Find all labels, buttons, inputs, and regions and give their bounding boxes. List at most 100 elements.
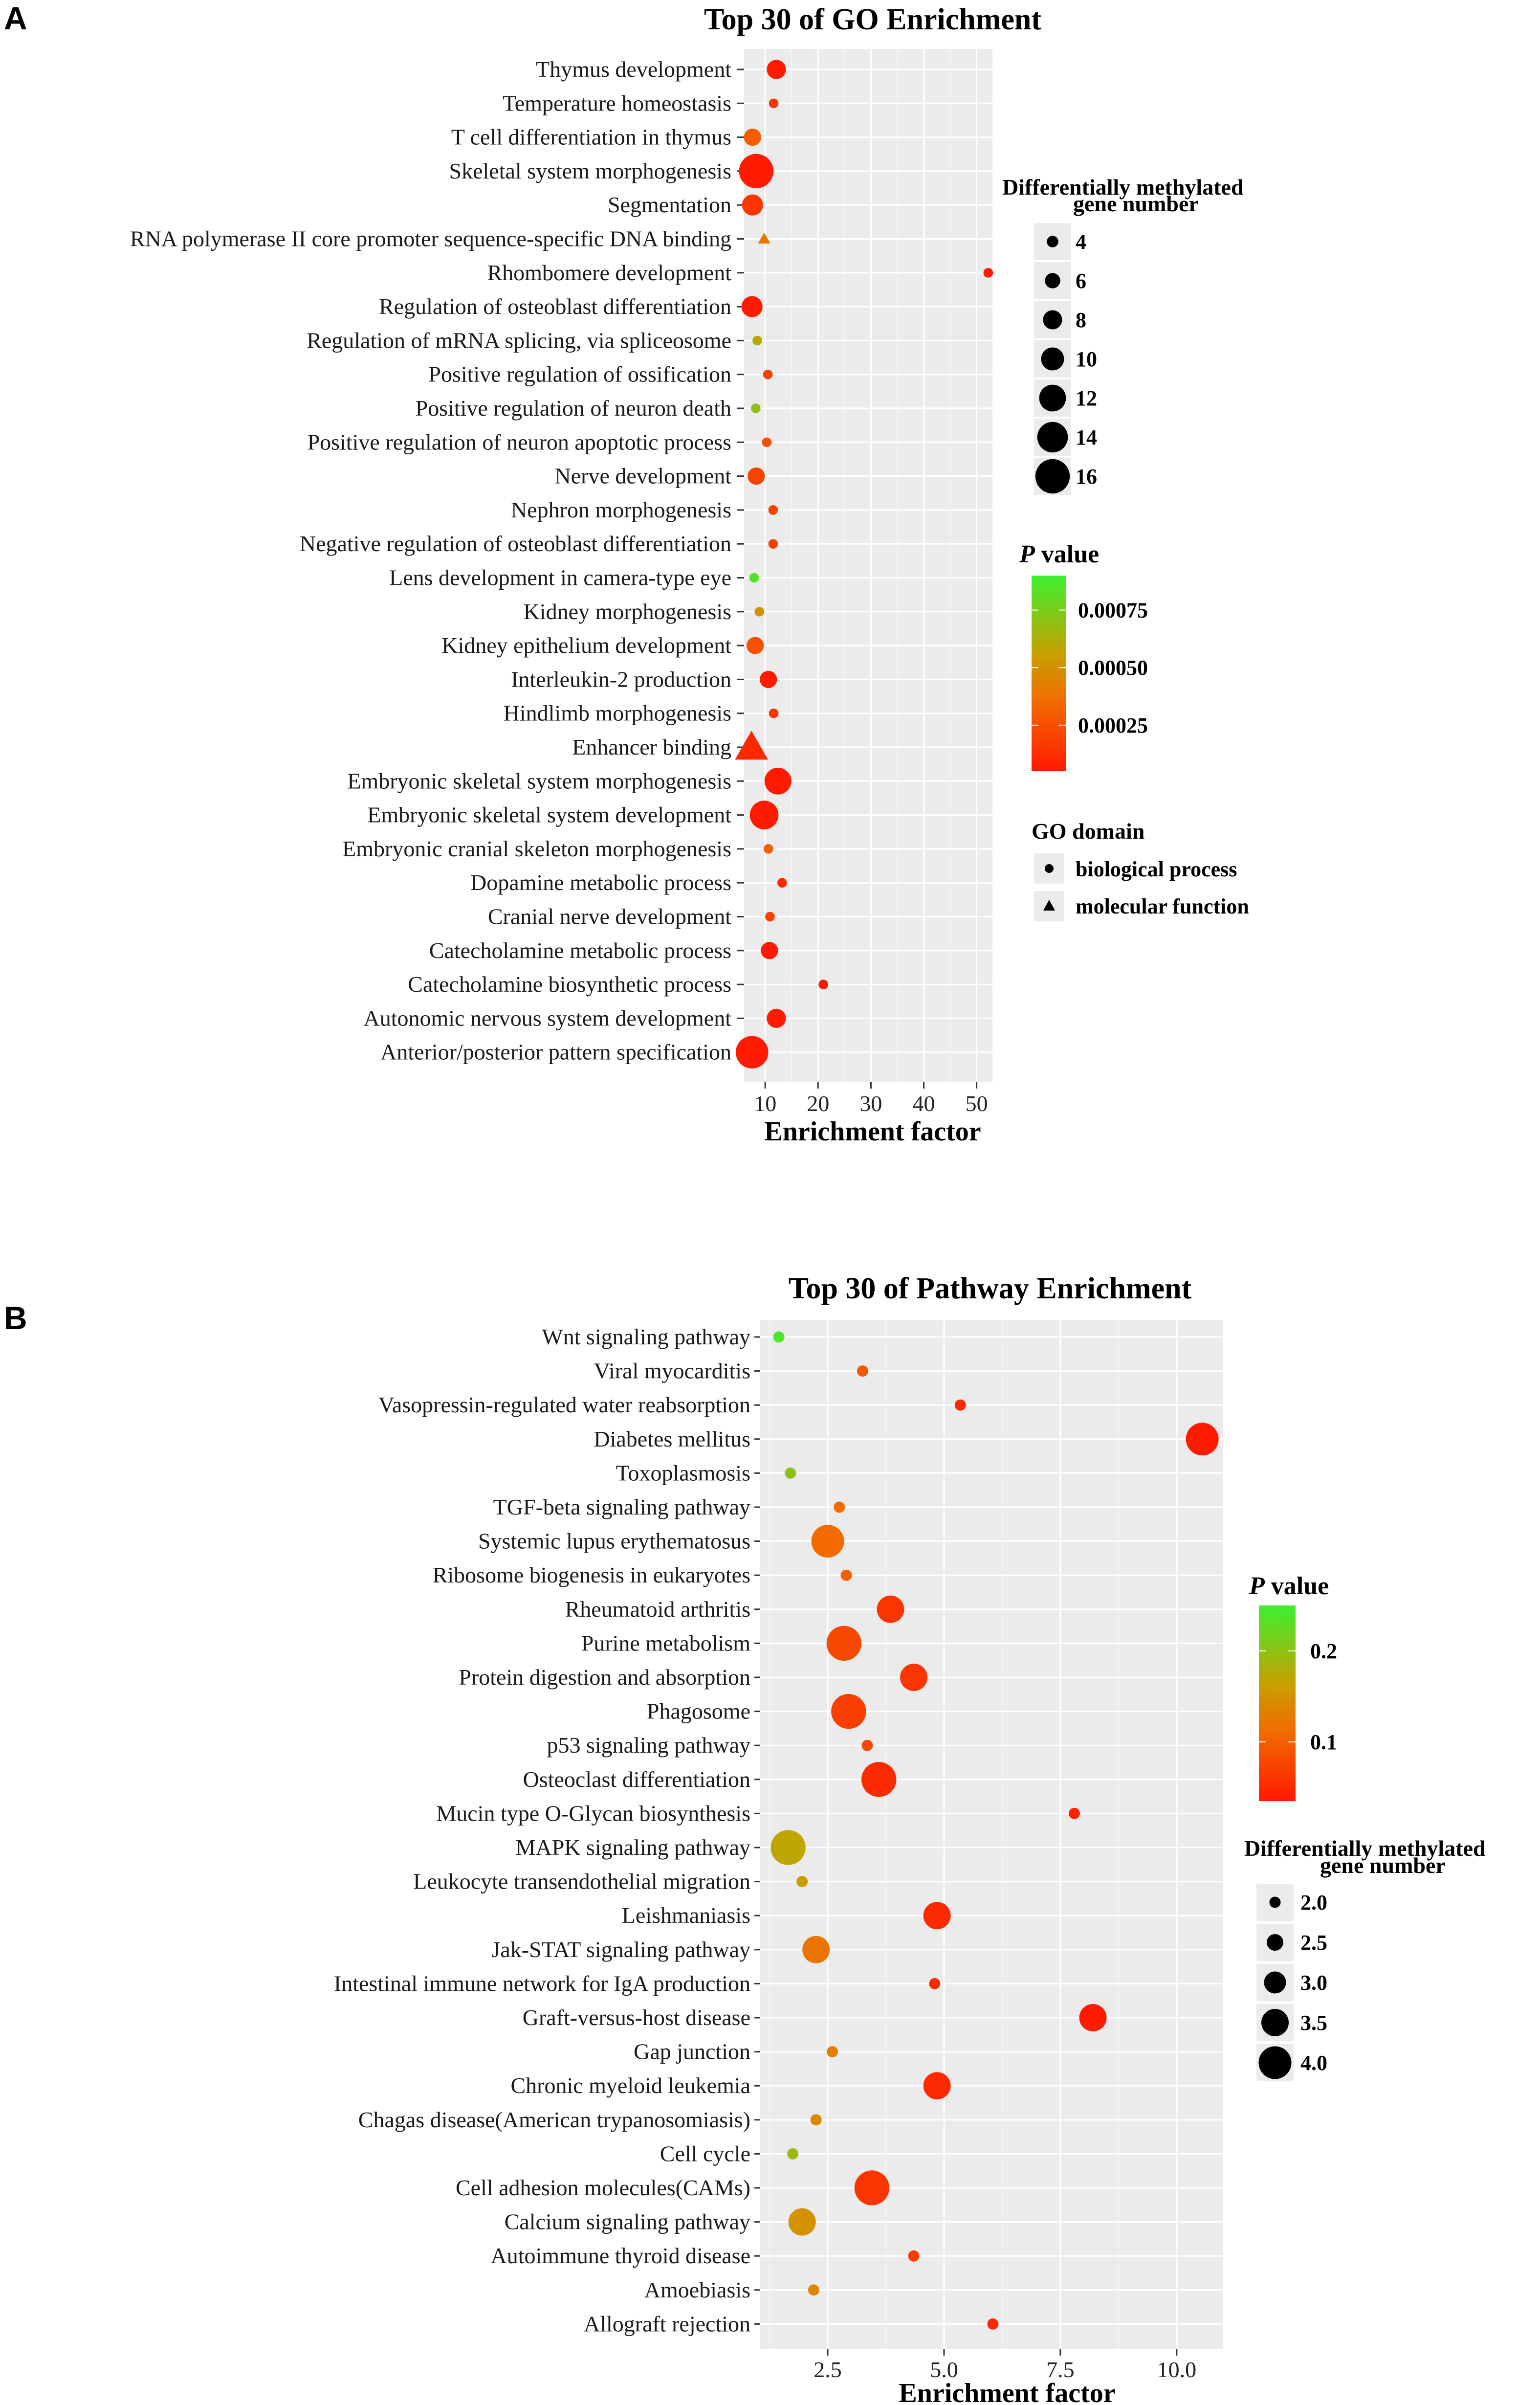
panel-a-ytick-label: Skeletal system morphogenesis [449,158,731,183]
panel-b-ytick-label: MAPK signaling pathway [516,1835,750,1860]
panel-a-ytick-label: Positive regulation of neuron death [416,396,731,421]
panel-a-point [768,539,778,549]
panel-a-xtick-label: 20 [807,1091,829,1116]
panel-a-point [983,267,993,278]
panel-a-point [777,878,787,888]
panel-a-y-ticks: Thymus development Temperature homeostasi… [130,57,744,1065]
panel-b-point [831,1693,866,1729]
panel-b-size-legend-title-line2: gene number [1320,1853,1446,1878]
panel-a-point [749,573,759,583]
panel-b-y-ticks: Wnt signaling pathway Viral myocarditis Va… [334,1324,760,2336]
panel-a-ytick-label: Positive regulation of neuron apoptotic … [308,429,731,454]
panel-b-size-legend-label: 2.5 [1300,1931,1327,1955]
panel-a-point [742,194,763,216]
panel-a-size-legend-dot [1037,422,1068,453]
panel-a-point [769,98,779,109]
panel-b-ytick-label: Diabetes mellitus [594,1426,750,1451]
panel-b-xtick-label: 10.0 [1157,2357,1197,2382]
panel-a-colorbar-label: 0.00050 [1078,656,1148,680]
panel-a-size-legend-dot [1041,347,1064,371]
panel-b-size-legend-dot [1261,2009,1289,2036]
panel-b-color-legend-title-rest: value [1265,1572,1329,1600]
panel-b-x-axis-title: Enrichment factor [899,2378,1115,2405]
panel-b-ytick-label: Cell adhesion molecules(CAMs) [456,2175,750,2200]
panel-a-ytick-label: Rhombomere development [487,260,732,285]
panel-b-point [1186,1423,1219,1456]
panel-a-ytick-label: T cell differentiation in thymus [451,125,731,150]
panel-a-x-axis-title: Enrichment factor [764,1116,981,1147]
panel-b-point [900,1664,928,1691]
panel-a-ytick-label: Autonomic nervous system development [364,1005,732,1030]
panel-b-colorbar-label: 0.2 [1310,1639,1337,1663]
panel-a-size-legend-label: 10 [1076,347,1097,371]
panel-a-size-legend-dot [1045,273,1060,289]
panel-b-point [773,1331,785,1343]
panel-b-size-legend-label: 3.5 [1300,2011,1327,2035]
panel-b-point [908,2250,920,2262]
panel-a-size-legend-dot [1043,310,1062,330]
panel-a-xtick-label: 10 [754,1091,776,1116]
panel-b-ytick-label: Autoimmune thyroid disease [491,2243,750,2268]
panel-b-point [987,2318,999,2330]
panel-a-size-legend-dot [1035,459,1070,494]
panel-a-size-legend-title-line1: Differentially methylated [1002,175,1244,200]
panel-b-color-legend: P value 0.2 0.1 [1249,1572,1337,1801]
panel-a-size-legend-label: 6 [1076,269,1086,293]
panel-a-size-legend-label: 4 [1076,230,1086,254]
panel-b-ytick-label: Osteoclast differentiation [523,1767,750,1792]
panel-a-color-legend-title-rest: value [1035,540,1099,568]
panel-b-colorbar-label: 0.1 [1310,1730,1337,1754]
panel-b-xtick-label: 5.0 [930,2357,958,2382]
panel-a-point [752,335,762,346]
panel-a-color-legend-title: P value [1019,540,1099,568]
panel-b-point [785,1467,796,1479]
panel-b-ytick-label: Rheumatoid arthritis [565,1597,750,1622]
panel-a-ytick-label: Embryonic skeletal system morphogenesis [347,768,731,793]
panel-b-point [877,1595,904,1623]
panel-b-x-ticks: 2.5 5.0 7.5 10.0 [814,2349,1196,2382]
panel-b-size-legend-label: 2.0 [1300,1891,1327,1915]
panel-a-xtick-label: 50 [966,1091,988,1116]
panel-a-point [764,767,792,795]
panel-a-xtick-label: 30 [859,1091,882,1116]
panel-b-ytick-label: Vasopressin-regulated water reabsorption [378,1392,750,1417]
panel-a-point [750,403,761,413]
panel-a-ytick-label: Segmentation [608,192,731,217]
panel-b-label: B [4,1300,27,1336]
panel-b-size-legend-dot [1258,2046,1292,2079]
panel-b-point [857,1365,868,1377]
panel-a-size-legend: Differentially methylated gene number 4 6… [1002,175,1244,495]
panel-b-ytick-label: Amoebiasis [644,2277,750,2302]
panel-b-ytick-label: Intestinal immune network for IgA produc… [334,1971,750,1996]
panel-a-ytick-label: Cranial nerve development [488,904,731,929]
panel-a-ytick-label: Dopamine metabolic process [470,870,731,895]
panel-b-point [770,1830,806,1865]
panel-b-ytick-label: Ribosome biogenesis in eukaryotes [433,1562,750,1587]
panel-a-ytick-label: Embryonic skeletal system development [367,802,731,827]
panel-a-size-legend-title-line2: gene number [1073,191,1199,216]
panel-a-ytick-label: Embryonic cranial skeleton morphogenesis [342,836,731,861]
panel-b-point [811,1525,844,1558]
panel-a-ytick-label: Regulation of mRNA splicing, via spliceo… [307,328,731,353]
panel-b-points [770,1331,1219,2330]
panel-b-colorbar [1259,1605,1296,1801]
panel-b-ytick-label: Leishmaniasis [622,1903,750,1928]
panel-a-ytick-label: Regulation of osteoblast differentiation [379,294,731,319]
panel-a-point [748,467,765,485]
panel-a-size-legend-dot [1047,236,1058,247]
panel-a-ytick-label: Lens development in camera-type eye [389,565,731,590]
panel-a-size-legend-label: 16 [1076,465,1097,489]
panel-a-ytick-label: Enhancer binding [572,735,731,759]
panel-a-point [741,296,763,317]
panel-a: A Top 30 of GO Enrichment Thymus develop… [4,0,1249,1147]
panel-a-size-legend-dot [1039,384,1066,412]
panel-a-ytick-label: Anterior/posterior pattern specification [380,1040,731,1065]
panel-b-size-legend-title-line1: Differentially methylated [1244,1836,1486,1861]
panel-b-color-legend-title: P value [1249,1572,1329,1600]
panel-b-point [796,1876,808,1888]
panel-a-shape-legend-label-bp: biological process [1076,857,1237,881]
panel-b-point [1068,1807,1080,1819]
panel-a-point [744,128,761,146]
panel-b-point [929,1978,941,1989]
panel-b-xtick-label: 7.5 [1046,2357,1075,2382]
